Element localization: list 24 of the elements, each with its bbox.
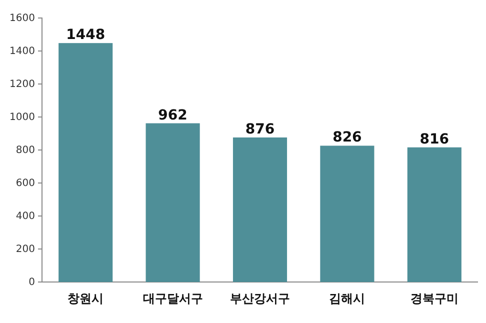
y-tick-label: 200 [16,244,35,256]
y-tick-label: 1200 [10,79,35,90]
data-label: 962 [158,107,188,124]
y-tick-label: 1000 [10,112,35,124]
bar [232,137,288,282]
y-tick-label: 1600 [10,13,35,24]
bar [58,43,113,282]
y-tick-label: 400 [16,211,35,222]
y-tick-label: 600 [16,178,35,190]
y-tick-label: 0 [28,277,35,288]
bar [320,146,374,282]
data-label: 1448 [66,27,106,44]
y-tick-label: 1400 [10,46,35,58]
x-tick-label: 부산강서구 [230,292,290,306]
bar [146,123,200,282]
data-label: 826 [332,130,362,146]
y-tick-label: 800 [16,145,35,156]
data-label: 816 [420,131,450,148]
x-tick-label: 대구달서구 [142,292,203,306]
bar [407,147,462,282]
data-label: 876 [245,121,275,138]
x-tick-label: 경북구미 [410,292,458,306]
x-tick-label: 김해시 [329,292,366,306]
x-tick-label: 창원시 [68,292,104,306]
